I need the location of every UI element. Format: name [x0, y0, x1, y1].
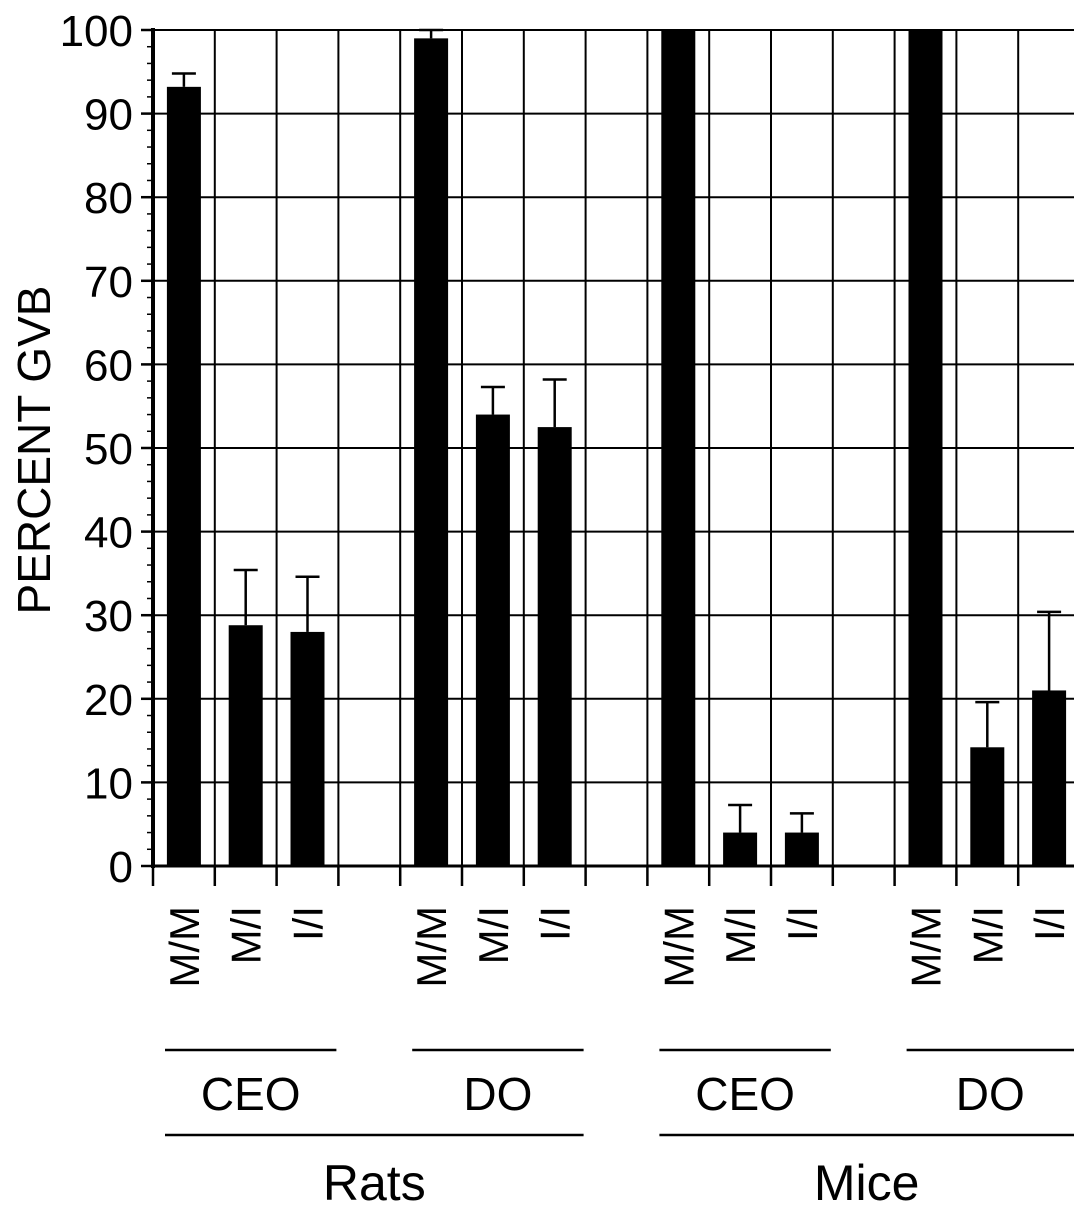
y-tick-label: 70 [84, 258, 133, 307]
bar [167, 87, 201, 866]
group-label: DO [956, 1068, 1025, 1120]
x-category-label: I/I [285, 906, 332, 941]
y-tick-label: 10 [84, 759, 133, 808]
y-tick-label: 30 [84, 592, 133, 641]
y-tick-label: 40 [84, 509, 133, 558]
x-category-label: I/I [779, 906, 826, 941]
y-tick-label: 60 [84, 341, 133, 390]
x-category-label: I/I [532, 906, 579, 941]
x-axis-labels: M/M M/I I/I M/M M/I I/I M/M M/I I/I M/M M/I I/I CEO D… [161, 906, 1074, 1209]
x-category-label: I/I [1026, 906, 1073, 941]
x-category-label: M/M [903, 906, 950, 988]
bar [414, 38, 448, 866]
y-axis-label: PERCENT GVB [8, 286, 60, 615]
bar [291, 632, 325, 866]
group-label: DO [463, 1068, 532, 1120]
x-category-label: M/I [717, 906, 764, 964]
group-label: CEO [695, 1068, 795, 1120]
bar [476, 415, 510, 866]
bar [1032, 690, 1066, 866]
y-tick-label: 80 [84, 174, 133, 223]
y-tick-label: 100 [60, 7, 133, 56]
supergroup-label: Rats [323, 1155, 426, 1209]
y-tick-label: 90 [84, 91, 133, 140]
x-category-label: M/M [408, 906, 455, 988]
bar [909, 30, 943, 866]
bar [723, 833, 757, 866]
bar [229, 625, 263, 866]
bar [538, 427, 572, 866]
bar [661, 30, 695, 866]
x-category-label: M/M [655, 906, 702, 988]
y-tick-label: 20 [84, 676, 133, 725]
x-category-label: M/I [470, 906, 517, 964]
bar [970, 747, 1004, 866]
y-tick-label: 50 [84, 425, 133, 474]
group-label: CEO [201, 1068, 301, 1120]
y-tick-label: 0 [109, 843, 133, 892]
x-category-label: M/I [223, 906, 270, 964]
bar [785, 833, 819, 866]
x-category-label: M/I [964, 906, 1011, 964]
x-category-label: M/M [161, 906, 208, 988]
supergroup-label: Mice [814, 1155, 920, 1209]
